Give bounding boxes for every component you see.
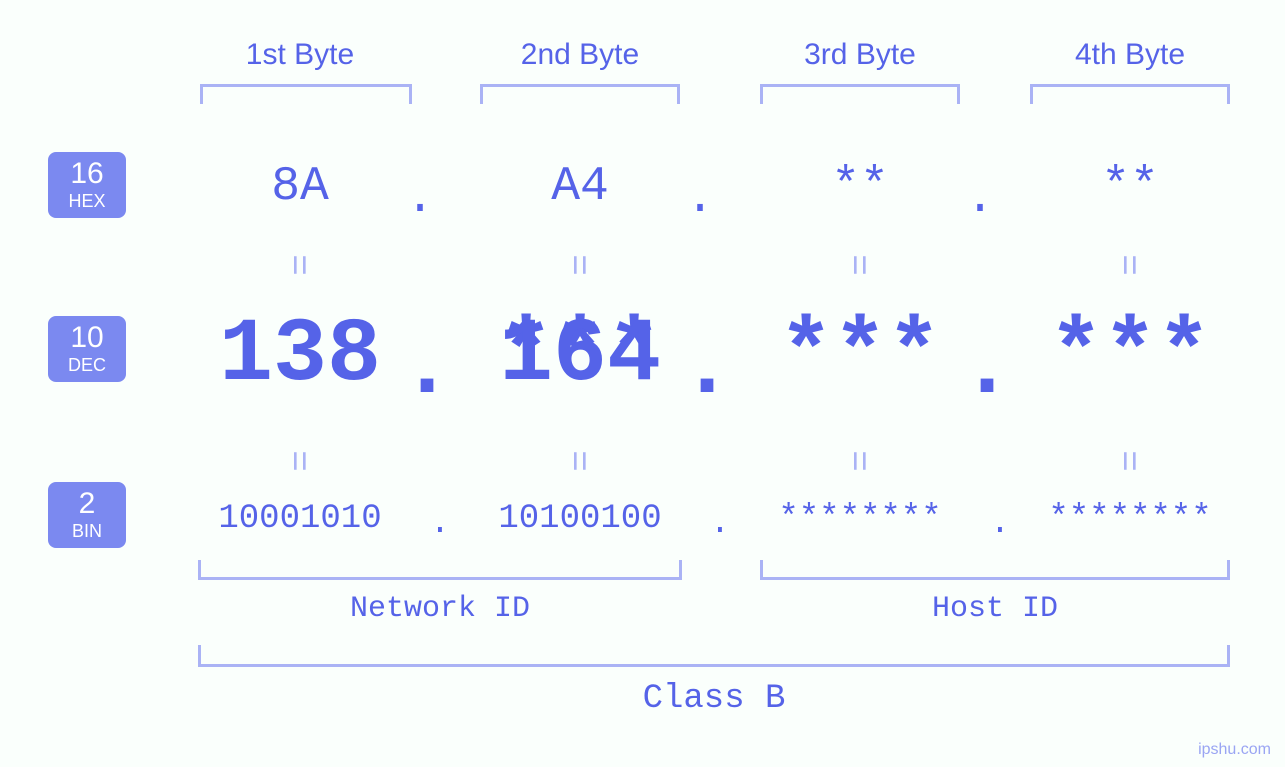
badge-name: HEX (48, 192, 126, 211)
equals-icon: = (839, 245, 881, 285)
network-id-bracket (198, 560, 682, 580)
hex-dot-1: . (400, 172, 440, 226)
equals-icon: = (1109, 441, 1151, 481)
badge-name: BIN (48, 522, 126, 541)
byte-header-3: 3rd Byte (750, 38, 970, 72)
dec-dot-1: . (400, 318, 440, 420)
base-badge-dec: 10 DEC (48, 316, 126, 382)
hex-byte-1: 8A (170, 160, 430, 214)
class-bracket (198, 645, 1230, 667)
byte-bracket-4 (1030, 84, 1230, 104)
dec-byte-4: *** (1000, 305, 1260, 407)
equals-icon: = (559, 245, 601, 285)
dec-byte-3: *** (730, 305, 990, 407)
hex-dot-2: . (680, 172, 720, 226)
equals-icon: = (1109, 245, 1151, 285)
network-id-label: Network ID (198, 592, 682, 626)
byte-bracket-2 (480, 84, 680, 104)
hex-byte-4: ** (1000, 160, 1260, 214)
bin-byte-4: ******** (1000, 500, 1260, 538)
hex-byte-2: A4 (450, 160, 710, 214)
dec-byte-2: 164 (450, 305, 710, 407)
badge-num: 2 (48, 488, 126, 520)
equals-icon: = (279, 441, 321, 481)
watermark: ipshu.com (1198, 741, 1271, 759)
dec-dot-3: . (960, 318, 1000, 420)
equals-icon: = (279, 245, 321, 285)
ip-diagram: 1st Byte 2nd Byte 3rd Byte 4th Byte 16 H… (0, 0, 1285, 767)
base-badge-hex: 16 HEX (48, 152, 126, 218)
base-badge-bin: 2 BIN (48, 482, 126, 548)
bin-byte-1: 10001010 (170, 500, 430, 538)
equals-icon: = (559, 441, 601, 481)
hex-byte-3: ** (730, 160, 990, 214)
host-id-label: Host ID (760, 592, 1230, 626)
bin-byte-3: ******** (730, 500, 990, 538)
badge-num: 16 (48, 158, 126, 190)
badge-name: DEC (48, 356, 126, 375)
badge-num: 10 (48, 322, 126, 354)
byte-header-4: 4th Byte (1020, 38, 1240, 72)
hex-dot-3: . (960, 172, 1000, 226)
equals-icon: = (839, 441, 881, 481)
dec-byte-1: 138 (170, 305, 430, 407)
byte-bracket-1 (200, 84, 412, 104)
byte-bracket-3 (760, 84, 960, 104)
bin-byte-2: 10100100 (450, 500, 710, 538)
host-id-bracket (760, 560, 1230, 580)
class-label: Class B (198, 680, 1230, 718)
byte-header-2: 2nd Byte (470, 38, 690, 72)
byte-header-1: 1st Byte (190, 38, 410, 72)
